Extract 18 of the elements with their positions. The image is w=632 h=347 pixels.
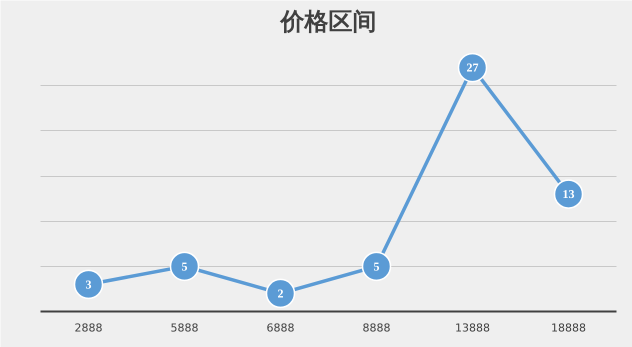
data-label: 5 — [182, 259, 188, 274]
data-label: 5 — [374, 259, 380, 274]
x-tick-label: 8888 — [362, 322, 391, 334]
x-tick-label: 5888 — [170, 322, 199, 334]
x-tick-label: 13888 — [455, 322, 490, 334]
data-label: 13 — [562, 187, 574, 202]
point — [362, 252, 392, 282]
x-tick-label: 2888 — [74, 322, 103, 334]
point — [266, 278, 296, 308]
x-tick-label: 6888 — [266, 322, 295, 334]
chart-title: 价格区间 — [280, 8, 376, 36]
x-tick-label: 18888 — [551, 322, 586, 334]
point — [170, 252, 200, 282]
point — [554, 179, 584, 209]
data-label: 27 — [466, 60, 478, 75]
point — [74, 270, 104, 300]
data-label: 3 — [86, 277, 92, 292]
data-label: 2 — [278, 286, 284, 300]
